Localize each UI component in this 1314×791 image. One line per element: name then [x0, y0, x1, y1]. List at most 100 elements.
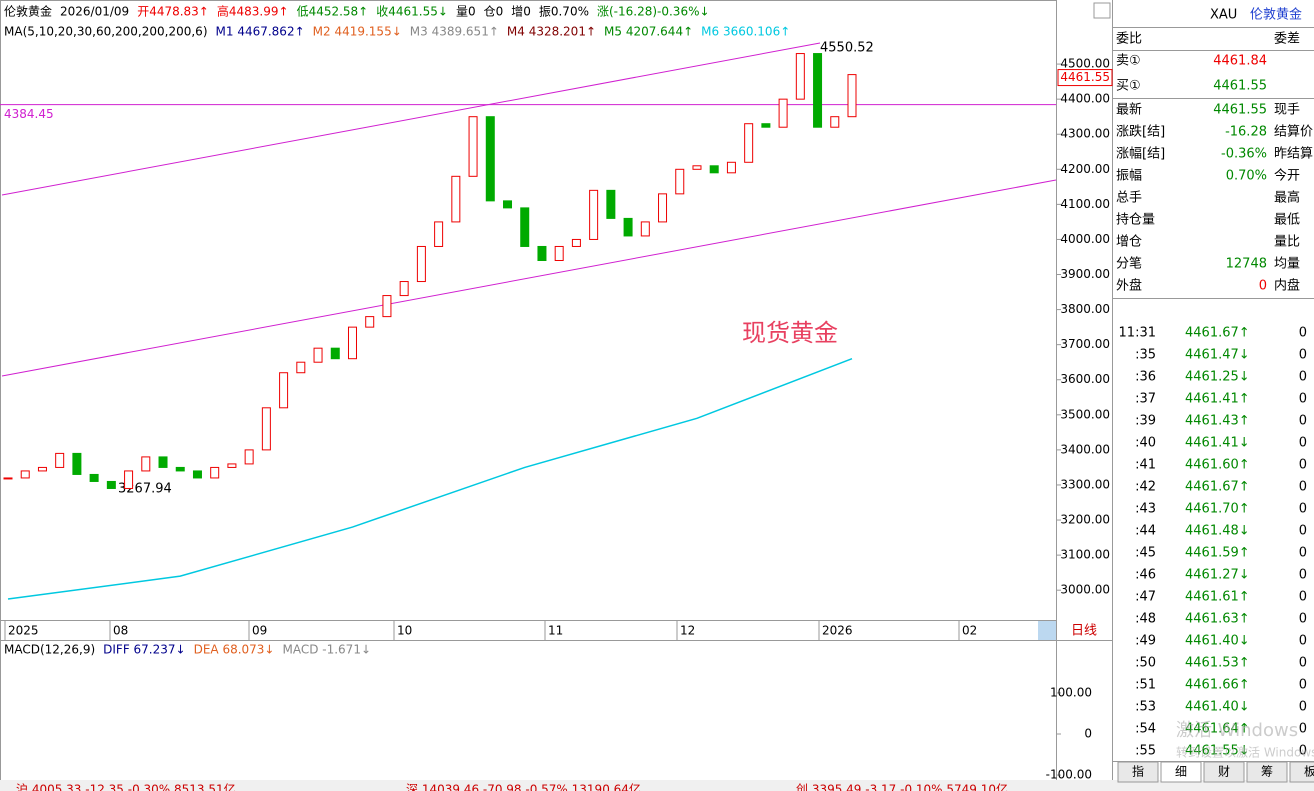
candle	[382, 295, 392, 318]
tick-price: 4461.55↓	[1185, 744, 1250, 759]
candle	[795, 53, 805, 100]
tab-label[interactable]: 筹	[1261, 765, 1273, 779]
header-item: M6 3660.106↑	[701, 25, 790, 39]
candle	[503, 200, 513, 209]
candle	[347, 326, 357, 360]
watermark: 转到设置以激活 Windows	[1176, 745, 1314, 760]
tick-time: :36	[1135, 370, 1156, 385]
y-tick-label: 4400.00	[1060, 92, 1110, 106]
y-tick-label: 4200.00	[1060, 162, 1110, 176]
last-price-label: 4461.55	[1060, 70, 1110, 84]
tick-volume: 0	[1299, 348, 1307, 363]
field-label: 涨幅[结]	[1116, 147, 1165, 162]
candle	[658, 193, 668, 223]
scroll-button[interactable]	[1038, 621, 1056, 640]
tab-label[interactable]: 板	[1304, 765, 1314, 779]
tick-volume: 0	[1299, 678, 1307, 693]
field-value: 4461.55	[1213, 103, 1267, 118]
y-tick-label: 3700.00	[1060, 337, 1110, 351]
tick-price: 4461.67↑	[1185, 480, 1250, 495]
y-tick-label: 4500.00	[1060, 57, 1110, 71]
candle	[571, 238, 581, 247]
candle	[106, 480, 116, 489]
field-value: 4461.84	[1213, 54, 1267, 69]
tick-price: 4461.61↑	[1185, 590, 1250, 605]
tick-price: 4461.27↓	[1185, 568, 1250, 583]
header-item: M1 4467.862↑	[216, 25, 305, 39]
tick-volume: 0	[1299, 590, 1307, 605]
tick-price: 4461.63↑	[1185, 612, 1250, 627]
tab[interactable]	[1160, 761, 1202, 783]
field-label: 昨结算	[1274, 147, 1313, 162]
status-item: 创 3395.49 -3.17 -0.10% 5749.10亿	[796, 782, 1008, 791]
field-label: 量比	[1274, 235, 1300, 250]
horizontal-line-label: 4384.45	[4, 107, 54, 121]
header-item: 2026/01/09	[60, 5, 129, 19]
header-item: 伦敦黄金	[4, 4, 52, 19]
tick-price: 4461.48↓	[1185, 524, 1250, 539]
candle	[261, 407, 271, 451]
field-value: -16.28	[1225, 125, 1267, 140]
header-item: M5 4207.644↑	[604, 25, 693, 39]
tick-volume: 0	[1299, 744, 1307, 759]
trend-line	[1, 179, 1057, 377]
candle	[210, 466, 220, 479]
candle	[72, 452, 82, 475]
field-label: 内盘	[1274, 278, 1300, 294]
symbol: XAU	[1210, 8, 1237, 23]
tick-time: :50	[1135, 656, 1156, 671]
tab-label[interactable]: 指	[1132, 764, 1144, 779]
candle	[847, 74, 857, 118]
tick-price: 4461.66↑	[1185, 678, 1250, 693]
tick-volume: 0	[1299, 612, 1307, 627]
field-value: 4461.55	[1213, 79, 1267, 94]
candle	[813, 53, 823, 128]
tab[interactable]	[1203, 761, 1245, 783]
x-tick-label: 08	[113, 624, 128, 638]
header-item: M2 4419.155↓	[313, 25, 402, 39]
candle	[554, 245, 564, 261]
field-value: 0	[1259, 279, 1267, 294]
x-tick-label: 09	[252, 624, 267, 638]
header-item: M4 4328.201↑	[507, 25, 596, 39]
status-item: 深 14039.46 -70.98 -0.57% 13190.64亿	[406, 782, 641, 791]
header-item: DIFF 67.237↓	[103, 643, 185, 657]
tab-label[interactable]: 细	[1175, 765, 1187, 779]
tick-volume: 0	[1299, 634, 1307, 649]
tab[interactable]	[1117, 761, 1159, 783]
tick-time: :41	[1135, 458, 1156, 473]
x-tick-label: 11	[548, 624, 563, 638]
tick-time: :45	[1135, 546, 1156, 561]
tick-price: 4461.60↑	[1185, 458, 1250, 473]
period-tab[interactable]: 日线	[1071, 624, 1097, 639]
tick-price: 4461.67↑	[1185, 326, 1250, 341]
tab-label[interactable]: 财	[1218, 765, 1230, 779]
candle	[141, 456, 151, 472]
x-tick-label: 2025	[8, 624, 39, 638]
tick-time: :47	[1135, 590, 1156, 605]
tab[interactable]	[1246, 761, 1288, 783]
period-tab-bg	[1058, 621, 1112, 640]
field-label: 增仓	[1116, 235, 1142, 250]
candle	[692, 165, 702, 170]
field-value: -0.36%	[1221, 147, 1267, 162]
y-tick-label: -100.00	[1046, 768, 1092, 782]
field-label: 振幅	[1116, 169, 1142, 184]
field-label: 现手	[1274, 103, 1300, 118]
tick-time: :35	[1135, 348, 1156, 363]
toggle-button[interactable]	[1093, 2, 1111, 19]
tick-volume: 0	[1299, 524, 1307, 539]
candle	[520, 207, 530, 247]
field-label: 买①	[1116, 79, 1141, 94]
candle	[399, 281, 409, 297]
tab[interactable]	[1289, 761, 1314, 783]
tick-price: 4461.59↑	[1185, 546, 1250, 561]
header-item: MACD -1.671↓	[282, 643, 371, 657]
candle	[20, 470, 30, 479]
candle	[313, 347, 323, 363]
candle	[158, 456, 168, 468]
y-tick-label: 3000.00	[1060, 583, 1110, 597]
watermark: 激活 Windows	[1176, 720, 1298, 741]
